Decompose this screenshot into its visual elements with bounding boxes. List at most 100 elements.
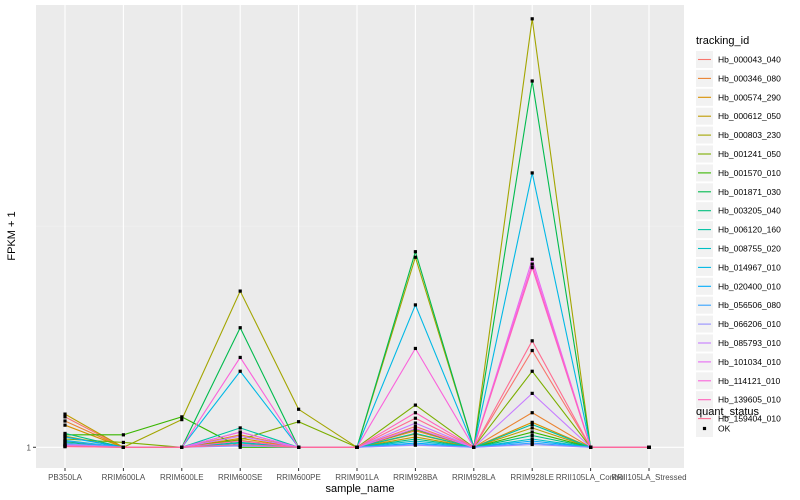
- legend-label: Hb_000574_290: [718, 92, 781, 102]
- y-axis: 1: [27, 443, 36, 452]
- legend-label: Hb_006120_160: [718, 225, 781, 235]
- x-tick-label: RRIM600LE: [160, 473, 204, 482]
- x-tick-label: RRIM600PE: [276, 473, 320, 482]
- legend-tracking-id: tracking_id Hb_000043_040 Hb_000346_080 Hb…: [696, 35, 781, 428]
- legend-label: Hb_000346_080: [718, 73, 781, 83]
- data-point: [238, 434, 242, 438]
- data-point: [530, 442, 534, 447]
- legend-label: Hb_066206_010: [718, 319, 781, 329]
- series-points: [63, 17, 651, 449]
- data-point: [530, 257, 534, 261]
- legend-label: Hb_159404_010: [718, 414, 781, 424]
- data-point: [63, 415, 67, 419]
- data-point: [530, 391, 534, 395]
- legend-label: Hb_056506_080: [718, 300, 781, 310]
- data-point: [180, 418, 184, 422]
- legend-label: Hb_000803_230: [718, 130, 781, 140]
- legend-title: tracking_id: [696, 35, 749, 47]
- data-point: [355, 445, 359, 449]
- y-tick-label: 1: [27, 443, 32, 452]
- data-point: [530, 171, 534, 175]
- data-point: [238, 326, 242, 330]
- data-point: [238, 355, 242, 360]
- data-point: [530, 430, 534, 434]
- x-tick-label: RRIM901LA: [335, 473, 379, 482]
- data-point: [530, 265, 534, 270]
- data-point: [297, 445, 301, 449]
- legend-label: Hb_085793_010: [718, 338, 781, 348]
- data-point: [530, 262, 534, 266]
- data-point: [589, 445, 593, 449]
- legend-label: Hb_003205_040: [718, 206, 781, 216]
- x-tick-label: RRIM600LA: [102, 473, 146, 482]
- x-tick-label: RRIM928BA: [393, 473, 438, 482]
- data-point: [63, 419, 67, 423]
- data-point: [530, 339, 534, 343]
- x-tick-label: RRIM928LA: [452, 473, 496, 482]
- data-point: [530, 17, 534, 21]
- data-point: [530, 437, 534, 441]
- legend2-key-point: [702, 426, 707, 431]
- legend2-label: OK: [718, 424, 731, 434]
- legend-label: Hb_139605_010: [718, 395, 781, 405]
- legend-label: Hb_014967_010: [718, 262, 781, 272]
- data-point: [413, 443, 417, 447]
- x-axis: PB350LA RRIM600LA RRIM600LE RRIM600SE RRIM60…: [48, 468, 687, 482]
- x-tick-label: RRIM600SE: [218, 473, 262, 482]
- data-point: [413, 346, 417, 351]
- data-point: [63, 444, 67, 449]
- data-point: [63, 435, 67, 439]
- data-point: [530, 422, 534, 427]
- data-point: [121, 433, 125, 437]
- data-point: [180, 445, 184, 449]
- data-point: [63, 431, 67, 436]
- data-point: [413, 437, 417, 441]
- data-point: [413, 431, 417, 436]
- legend-label: Hb_114121_010: [718, 376, 781, 386]
- data-point: [238, 439, 242, 443]
- legend-label: Hb_101034_010: [718, 357, 781, 367]
- legend-label: Hb_000043_040: [718, 55, 781, 65]
- data-point: [297, 407, 301, 411]
- data-point: [413, 250, 417, 254]
- data-point: [530, 369, 534, 373]
- x-axis-title: sample_name: [325, 483, 394, 495]
- data-point: [647, 445, 651, 449]
- data-point: [297, 420, 301, 424]
- legend-label: Hb_001241_050: [718, 149, 781, 159]
- y-axis-title: FPKM + 1: [6, 211, 18, 260]
- legend2-title: quant_status: [696, 406, 759, 418]
- legend-quant-status: quant_status OK: [696, 406, 759, 437]
- legend-label: Hb_000612_050: [718, 111, 781, 121]
- data-point: [238, 369, 242, 373]
- data-point: [530, 439, 534, 443]
- data-point: [238, 289, 242, 293]
- data-point: [238, 442, 242, 447]
- data-point: [413, 411, 417, 415]
- data-point: [530, 79, 534, 83]
- data-point: [530, 411, 534, 415]
- data-point: [413, 303, 417, 307]
- x-tick-label: RRII105LA_Stressed: [611, 473, 686, 482]
- data-point: [530, 426, 534, 430]
- data-point: [63, 412, 67, 416]
- data-point: [530, 348, 534, 353]
- x-tick-label: RRII105LA_Control: [556, 473, 626, 482]
- x-tick-label: PB350LA: [48, 473, 82, 482]
- data-point: [413, 439, 417, 443]
- data-point: [413, 255, 417, 259]
- panel-background: [36, 5, 684, 468]
- data-point: [413, 421, 417, 425]
- data-point: [413, 416, 417, 420]
- data-point: [413, 427, 417, 431]
- x-tick-label: RRIM928LE: [510, 473, 554, 482]
- data-point: [63, 439, 67, 443]
- data-point: [472, 445, 476, 449]
- legend-label: Hb_020400_010: [718, 281, 781, 291]
- data-point: [63, 423, 67, 427]
- data-point: [530, 420, 534, 424]
- data-point: [530, 433, 534, 438]
- data-point: [180, 415, 184, 419]
- data-point: [121, 440, 125, 445]
